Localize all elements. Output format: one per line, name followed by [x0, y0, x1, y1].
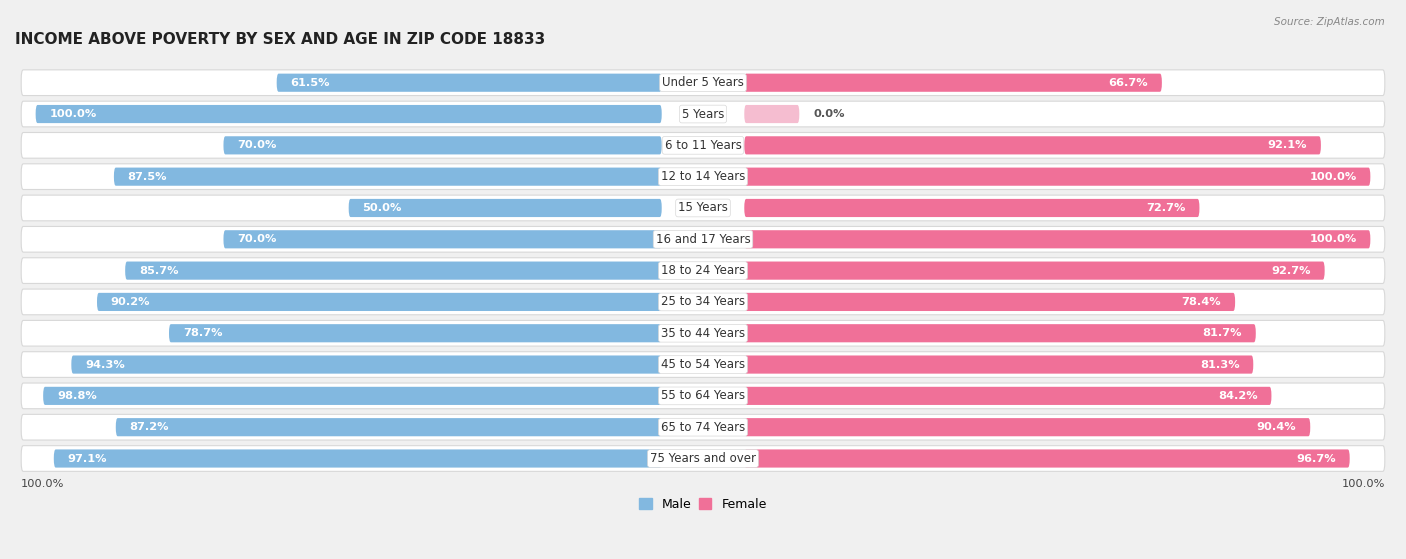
Text: 70.0%: 70.0%: [238, 140, 277, 150]
FancyBboxPatch shape: [744, 418, 1310, 436]
Text: 97.1%: 97.1%: [67, 453, 107, 463]
Text: 16 and 17 Years: 16 and 17 Years: [655, 233, 751, 246]
Text: 100.0%: 100.0%: [1309, 234, 1357, 244]
FancyBboxPatch shape: [21, 383, 1385, 409]
FancyBboxPatch shape: [744, 136, 1320, 154]
Text: 72.7%: 72.7%: [1146, 203, 1185, 213]
Text: 84.2%: 84.2%: [1218, 391, 1258, 401]
FancyBboxPatch shape: [21, 446, 1385, 471]
Text: 61.5%: 61.5%: [291, 78, 330, 88]
FancyBboxPatch shape: [21, 132, 1385, 158]
Text: 12 to 14 Years: 12 to 14 Years: [661, 170, 745, 183]
FancyBboxPatch shape: [744, 449, 1350, 467]
FancyBboxPatch shape: [114, 168, 662, 186]
Text: 50.0%: 50.0%: [363, 203, 402, 213]
Text: Under 5 Years: Under 5 Years: [662, 76, 744, 89]
Text: 45 to 54 Years: 45 to 54 Years: [661, 358, 745, 371]
FancyBboxPatch shape: [744, 230, 1371, 248]
FancyBboxPatch shape: [21, 164, 1385, 190]
FancyBboxPatch shape: [277, 74, 662, 92]
FancyBboxPatch shape: [97, 293, 662, 311]
FancyBboxPatch shape: [35, 105, 662, 123]
FancyBboxPatch shape: [744, 262, 1324, 280]
Text: 78.4%: 78.4%: [1181, 297, 1222, 307]
FancyBboxPatch shape: [21, 414, 1385, 440]
Text: 92.1%: 92.1%: [1268, 140, 1308, 150]
FancyBboxPatch shape: [21, 352, 1385, 377]
Text: 100.0%: 100.0%: [49, 109, 97, 119]
FancyBboxPatch shape: [224, 136, 662, 154]
Text: 100.0%: 100.0%: [1341, 479, 1385, 489]
Text: 87.2%: 87.2%: [129, 422, 169, 432]
Text: 92.7%: 92.7%: [1271, 266, 1310, 276]
Text: 85.7%: 85.7%: [139, 266, 179, 276]
FancyBboxPatch shape: [21, 320, 1385, 346]
Text: 75 Years and over: 75 Years and over: [650, 452, 756, 465]
Text: 66.7%: 66.7%: [1108, 78, 1149, 88]
FancyBboxPatch shape: [744, 168, 1371, 186]
FancyBboxPatch shape: [744, 293, 1234, 311]
Text: 65 to 74 Years: 65 to 74 Years: [661, 421, 745, 434]
FancyBboxPatch shape: [21, 258, 1385, 283]
FancyBboxPatch shape: [21, 195, 1385, 221]
Text: 6 to 11 Years: 6 to 11 Years: [665, 139, 741, 152]
FancyBboxPatch shape: [744, 74, 1161, 92]
Legend: Male, Female: Male, Female: [634, 492, 772, 515]
Text: 35 to 44 Years: 35 to 44 Years: [661, 327, 745, 340]
Text: 18 to 24 Years: 18 to 24 Years: [661, 264, 745, 277]
Text: 100.0%: 100.0%: [1309, 172, 1357, 182]
FancyBboxPatch shape: [21, 289, 1385, 315]
Text: 81.3%: 81.3%: [1199, 359, 1240, 369]
FancyBboxPatch shape: [744, 105, 800, 123]
Text: 98.8%: 98.8%: [56, 391, 97, 401]
FancyBboxPatch shape: [72, 356, 662, 373]
Text: 100.0%: 100.0%: [21, 479, 65, 489]
Text: 90.2%: 90.2%: [111, 297, 150, 307]
FancyBboxPatch shape: [53, 449, 662, 467]
FancyBboxPatch shape: [744, 324, 1256, 342]
FancyBboxPatch shape: [744, 199, 1199, 217]
FancyBboxPatch shape: [115, 418, 662, 436]
Text: 0.0%: 0.0%: [813, 109, 845, 119]
FancyBboxPatch shape: [21, 70, 1385, 96]
FancyBboxPatch shape: [21, 101, 1385, 127]
Text: 25 to 34 Years: 25 to 34 Years: [661, 295, 745, 309]
FancyBboxPatch shape: [349, 199, 662, 217]
FancyBboxPatch shape: [125, 262, 662, 280]
FancyBboxPatch shape: [44, 387, 662, 405]
Text: 81.7%: 81.7%: [1202, 328, 1241, 338]
FancyBboxPatch shape: [21, 226, 1385, 252]
FancyBboxPatch shape: [744, 356, 1253, 373]
Text: 94.3%: 94.3%: [86, 359, 125, 369]
Text: INCOME ABOVE POVERTY BY SEX AND AGE IN ZIP CODE 18833: INCOME ABOVE POVERTY BY SEX AND AGE IN Z…: [15, 32, 546, 47]
Text: 55 to 64 Years: 55 to 64 Years: [661, 390, 745, 402]
Text: Source: ZipAtlas.com: Source: ZipAtlas.com: [1274, 17, 1385, 27]
Text: 70.0%: 70.0%: [238, 234, 277, 244]
Text: 90.4%: 90.4%: [1257, 422, 1296, 432]
Text: 78.7%: 78.7%: [183, 328, 222, 338]
Text: 96.7%: 96.7%: [1296, 453, 1336, 463]
Text: 15 Years: 15 Years: [678, 201, 728, 215]
FancyBboxPatch shape: [169, 324, 662, 342]
FancyBboxPatch shape: [224, 230, 662, 248]
FancyBboxPatch shape: [744, 387, 1271, 405]
Text: 5 Years: 5 Years: [682, 107, 724, 121]
Text: 87.5%: 87.5%: [128, 172, 167, 182]
